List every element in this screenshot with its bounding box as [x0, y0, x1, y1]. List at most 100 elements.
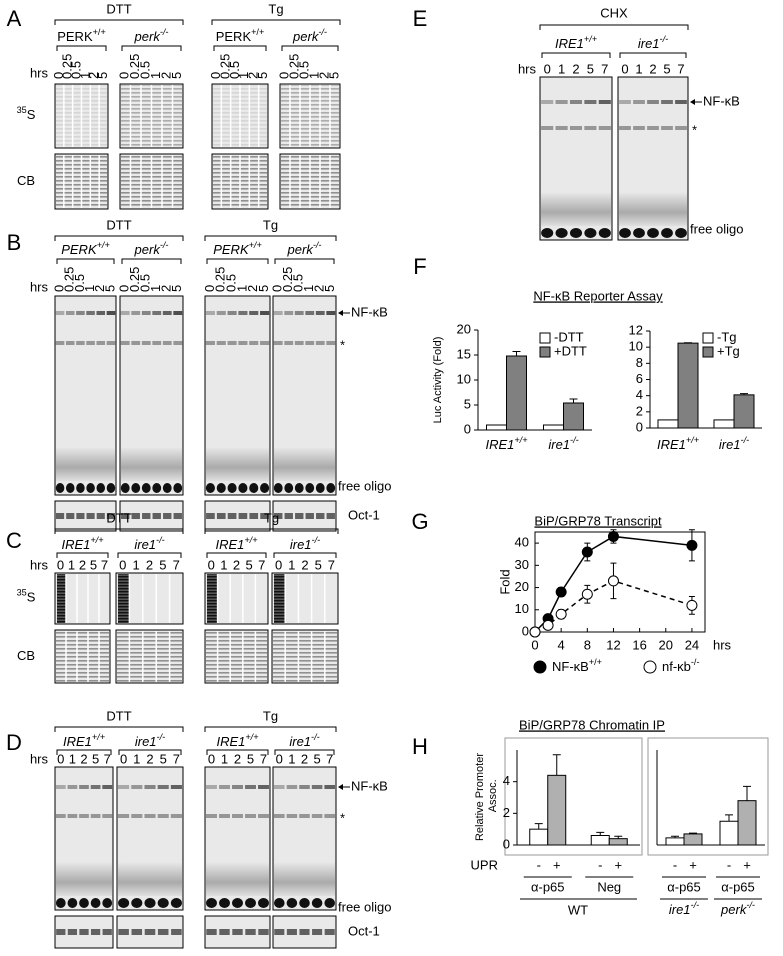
time-label: 0: [119, 557, 126, 572]
marker: [607, 530, 619, 542]
y-tick-label: 4: [636, 387, 643, 402]
condition-sign: +: [743, 857, 751, 872]
panel-letter: A: [7, 6, 22, 31]
band: [249, 311, 259, 315]
free-oligo: [55, 483, 65, 493]
band: [131, 785, 143, 789]
y-tick-label: 10: [515, 601, 529, 616]
time-label: 2: [146, 557, 153, 572]
band: [324, 814, 335, 818]
time-label: 0.5: [291, 274, 306, 292]
bracket: [206, 552, 267, 558]
superscript: +/+: [93, 27, 106, 37]
panel-letter: B: [7, 230, 22, 255]
text-part: IRE1: [216, 734, 245, 749]
band-label: NF-κB: [351, 778, 388, 793]
band: [232, 929, 243, 935]
text-part: PERK: [57, 29, 93, 44]
band-label: NF-κB: [351, 304, 388, 319]
time-label: 1: [221, 751, 228, 766]
free-oligo: [76, 483, 85, 493]
band: [274, 814, 285, 818]
free-oligo: [227, 483, 237, 493]
bar: [683, 833, 703, 846]
bracket: [54, 235, 184, 241]
gel-smear: [118, 862, 182, 896]
time-label: 2: [649, 61, 656, 76]
marker: [686, 599, 698, 611]
superscript: -/-: [746, 900, 755, 910]
time-label: 1: [288, 557, 295, 572]
legend-label: NF-κB+/+: [552, 657, 602, 674]
time-label: 1: [148, 285, 163, 292]
text-part: ire1: [135, 734, 157, 749]
gel-smear: [56, 862, 112, 896]
error-bar: [614, 835, 623, 839]
x-tick-label: 20: [659, 637, 673, 652]
gel-signal: [57, 574, 66, 623]
y-axis-title: Relative Promoter Assoc.: [474, 753, 499, 841]
time-label: 1: [558, 61, 565, 76]
time-label: 5: [92, 751, 99, 766]
superscript: -/-: [570, 435, 579, 445]
free-oligo: [299, 898, 310, 908]
superscript: +/+: [251, 27, 264, 37]
band: [232, 785, 243, 789]
band: [86, 513, 95, 519]
band: [324, 785, 335, 789]
band: [219, 814, 230, 818]
band: [131, 814, 143, 818]
band: [131, 929, 143, 935]
band: [284, 513, 293, 519]
free-oligo: [141, 483, 151, 493]
band: [584, 126, 597, 130]
band: [152, 341, 162, 345]
time-label: 2: [159, 72, 174, 79]
group-label: DTT: [106, 217, 131, 232]
time-axis-label: hrs: [30, 557, 49, 572]
genotype-label: IRE1+/+: [215, 535, 257, 552]
band: [206, 814, 217, 818]
group-label: WT: [568, 902, 588, 917]
band: [55, 785, 66, 789]
band: [294, 311, 304, 315]
error-bar: [725, 814, 733, 822]
band: [131, 341, 141, 345]
band: [96, 311, 106, 315]
legend-marker: [643, 660, 657, 674]
bar: [733, 394, 755, 429]
time-label: 7: [260, 751, 267, 766]
text-part: Relative Promoter: [474, 753, 486, 841]
band-label: *: [692, 122, 697, 137]
band: [216, 513, 226, 519]
time-label: 2: [80, 751, 87, 766]
band: [90, 814, 101, 818]
row-label: CB: [17, 648, 35, 663]
time-label: 0.5: [227, 61, 242, 79]
gel-stain: [206, 631, 267, 682]
time-label: 0: [57, 751, 64, 766]
free-oligo: [274, 898, 285, 908]
time-label: 0.25: [62, 267, 77, 292]
text-part: perk: [134, 29, 162, 44]
bar: [547, 774, 567, 846]
free-oligo: [86, 483, 95, 493]
panel-letter: E: [413, 6, 428, 31]
time-label: 0: [544, 61, 551, 76]
superscript: +/+: [514, 435, 527, 445]
band-label: free oligo: [338, 478, 391, 493]
free-oligo: [315, 483, 325, 493]
band: [569, 100, 583, 104]
time-label: 0.5: [72, 274, 87, 292]
gel-smear: [206, 447, 269, 481]
condition-sign: -: [727, 857, 731, 872]
error-bar: [689, 832, 697, 834]
free-oligo: [173, 483, 183, 493]
time-label: 2: [233, 557, 240, 572]
bracket: [206, 258, 269, 264]
x-axis-title: hrs: [713, 637, 732, 652]
time-label: 0.25: [280, 267, 295, 292]
plot-frame: [534, 531, 706, 633]
band: [326, 513, 335, 519]
time-label: 2: [572, 61, 579, 76]
